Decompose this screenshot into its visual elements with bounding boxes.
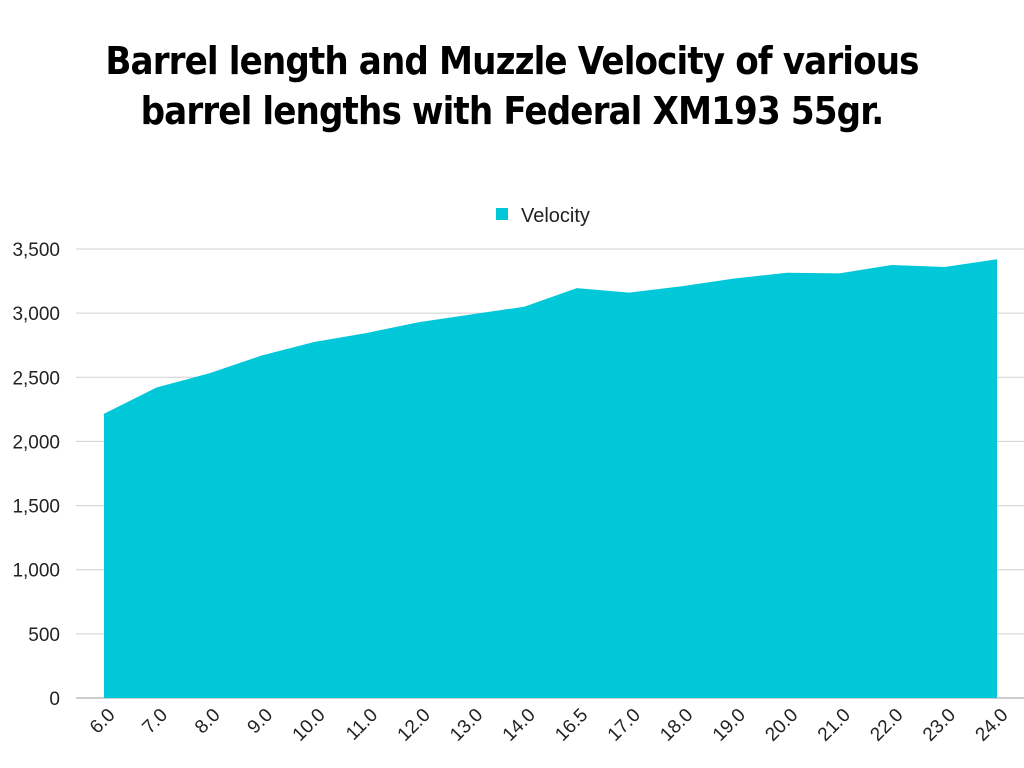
legend: Velocity: [496, 205, 590, 227]
x-tick-label: 10.0: [289, 705, 330, 746]
y-tick-label: 1,000: [12, 561, 60, 582]
x-tick-label: 22.0: [866, 705, 907, 746]
x-tick-label: 11.0: [342, 705, 382, 745]
x-axis-ticks: 6.0 7.0 8.0 9.0 10.0 11.0 12.0 13.0 14.0 16.5 17.0…: [86, 705, 1013, 746]
x-tick-label: 23.0: [919, 705, 960, 746]
y-tick-label: 3,500: [12, 240, 60, 261]
chart-title-line-2: barrel lengths with Federal XM193 55gr.: [140, 89, 885, 133]
x-tick-label: 20.0: [761, 705, 802, 746]
x-tick-label: 14.0: [499, 705, 540, 746]
x-tick-label: 9.0: [244, 705, 278, 739]
y-tick-label: 0: [49, 689, 60, 710]
legend-label-velocity: Velocity: [521, 205, 590, 227]
y-tick-label: 1,500: [12, 497, 60, 518]
x-tick-label: 21.0: [814, 705, 855, 746]
y-tick-label: 500: [28, 625, 60, 646]
chart-title: Barrel length and Muzzle Velocity of var…: [51, 36, 973, 136]
x-tick-label: 6.0: [86, 705, 120, 739]
x-tick-label: 7.0: [139, 705, 173, 739]
velocity-area: [104, 259, 997, 698]
y-axis-ticks: 0 500 1,000 1,500 2,000 2,500 3,000 3,500: [12, 240, 60, 710]
legend-swatch: [496, 208, 508, 220]
x-tick-label: 19.0: [709, 705, 750, 746]
y-tick-label: 2,000: [12, 432, 60, 453]
x-tick-label: 8.0: [191, 705, 225, 739]
y-tick-label: 3,000: [12, 304, 60, 325]
x-tick-label: 24.0: [972, 705, 1013, 746]
chart-title-line-1: Barrel length and Muzzle Velocity of var…: [105, 39, 919, 83]
x-tick-label: 18.0: [656, 705, 697, 746]
x-tick-label: 17.0: [604, 705, 645, 746]
plot-area: [104, 259, 997, 698]
y-tick-label: 2,500: [12, 368, 60, 389]
x-tick-label: 12.0: [394, 705, 435, 746]
x-tick-label: 13.0: [446, 705, 487, 746]
x-tick-label: 16.5: [551, 705, 592, 746]
